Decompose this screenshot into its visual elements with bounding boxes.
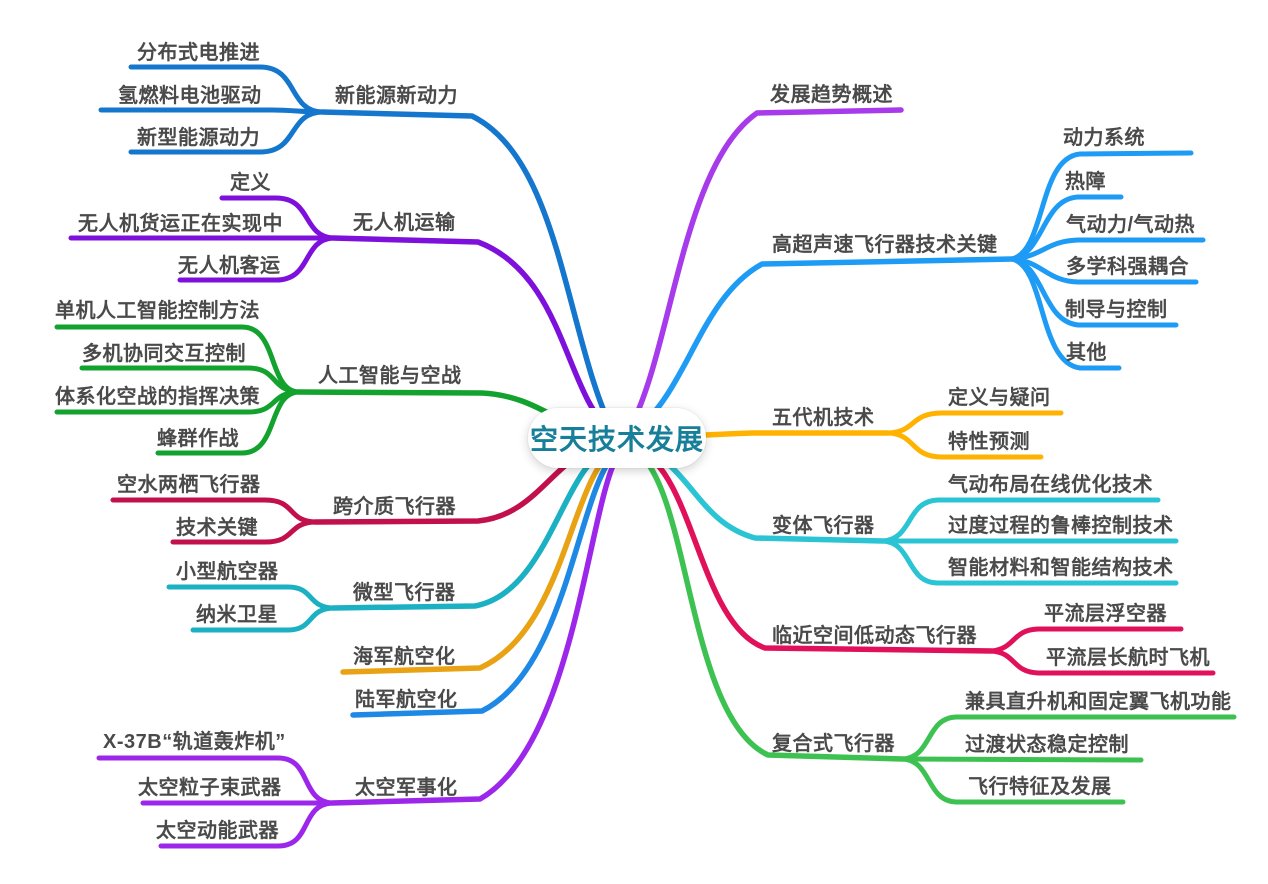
node-cross-medium-vehicle-child-1[interactable]: 技术关键 (176, 517, 258, 539)
node-compound-aircraft-child-2[interactable]: 飞行特征及发展 (968, 776, 1112, 798)
node-micro-aircraft-child-1[interactable]: 纳米卫星 (196, 604, 278, 626)
node-space-militarization-child-2[interactable]: 太空动能武器 (156, 820, 279, 842)
line-hypersonic-key-tech-child-5 (1009, 256, 1122, 371)
node-cross-medium-vehicle-child-0[interactable]: 空水两栖飞行器 (117, 474, 261, 496)
node-micro-aircraft[interactable]: 微型飞行器 (353, 582, 456, 604)
node-space-militarization[interactable]: 太空军事化 (355, 777, 458, 799)
node-compound-aircraft[interactable]: 复合式飞行器 (772, 733, 895, 755)
line-fifth-gen-fighter-child-0 (885, 410, 1064, 436)
node-army-aviation[interactable]: 陆军航空化 (355, 689, 458, 711)
line-new-energy-power (319, 109, 615, 433)
node-new-energy-power-child-2[interactable]: 新型能源动力 (137, 127, 260, 149)
node-new-energy-power-child-0[interactable]: 分布式电推进 (137, 42, 260, 64)
line-hypersonic-key-tech-child-0 (1009, 150, 1194, 262)
node-ai-air-combat-child-0[interactable]: 单机人工智能控制方法 (55, 300, 260, 322)
node-space-militarization-child-1[interactable]: 太空粒子束武器 (138, 777, 282, 799)
line-trend-overview (627, 107, 904, 431)
line-space-militarization-child-0 (96, 755, 335, 806)
root-node-label: 空天技术发展 (529, 424, 704, 455)
line-new-energy-power-child-1 (98, 107, 325, 115)
line-uav-transport-child-2 (177, 235, 336, 283)
node-trend-overview[interactable]: 发展趋势概述 (770, 84, 893, 106)
line-ai-air-combat-child-3 (155, 389, 301, 456)
node-fifth-gen-fighter[interactable]: 五代机技术 (772, 407, 875, 429)
line-uav-transport (330, 235, 615, 435)
line-compound-aircraft (635, 450, 906, 762)
node-uav-transport[interactable]: 无人机运输 (353, 212, 456, 234)
line-space-militarization-child-2 (158, 800, 335, 849)
line-army-aviation (350, 449, 619, 718)
node-morphing-aircraft-child-2[interactable]: 智能材料和智能结构技术 (948, 557, 1174, 579)
line-space-militarization (329, 452, 621, 806)
node-ai-air-combat-child-1[interactable]: 多机协同交互控制 (82, 343, 246, 365)
node-hypersonic-key-tech-child-1[interactable]: 热障 (1065, 171, 1106, 193)
node-uav-transport-child-2[interactable]: 无人机客运 (178, 255, 281, 277)
line-near-space-vehicle (637, 447, 995, 654)
node-space-militarization-child-0[interactable]: X-37B“轨道轰炸机” (103, 731, 286, 753)
line-fifth-gen-fighter-child-1 (885, 430, 1044, 460)
node-morphing-aircraft-child-0[interactable]: 气动布局在线优化技术 (948, 474, 1153, 496)
node-hypersonic-key-tech-child-3[interactable]: 多学科强耦合 (1066, 256, 1189, 278)
node-navy-aviation[interactable]: 海军航空化 (353, 646, 456, 668)
line-new-energy-power-child-2 (128, 109, 325, 155)
node-hypersonic-key-tech[interactable]: 高超声速飞行器技术关键 (772, 234, 998, 256)
node-near-space-vehicle[interactable]: 临近空间低动态飞行器 (772, 625, 977, 647)
node-cross-medium-vehicle[interactable]: 跨介质飞行器 (333, 496, 456, 518)
line-navy-aviation (340, 447, 617, 675)
node-new-energy-power[interactable]: 新能源新动力 (335, 85, 458, 107)
node-morphing-aircraft-child-1[interactable]: 过度过程的鲁棒控制技术 (948, 515, 1174, 537)
node-morphing-aircraft[interactable]: 变体飞行器 (772, 515, 875, 537)
line-hypersonic-key-tech-child-1 (1009, 194, 1124, 262)
line-morphing-aircraft-child-2 (880, 538, 1179, 586)
node-ai-air-combat[interactable]: 人工智能与空战 (318, 365, 462, 387)
node-uav-transport-child-1[interactable]: 无人机货运正在实现中 (78, 213, 283, 235)
node-compound-aircraft-child-0[interactable]: 兼具直升机和固定翼飞机功能 (965, 691, 1232, 713)
node-uav-transport-child-0[interactable]: 定义 (230, 172, 271, 194)
node-ai-air-combat-child-2[interactable]: 体系化空战的指挥决策 (55, 386, 260, 408)
node-fifth-gen-fighter-child-0[interactable]: 定义与疑问 (948, 387, 1051, 409)
node-near-space-vehicle-child-1[interactable]: 平流层长航时飞机 (1046, 647, 1210, 669)
node-hypersonic-key-tech-child-4[interactable]: 制导与控制 (1065, 299, 1168, 321)
node-ai-air-combat-child-3[interactable]: 蜂群作战 (157, 428, 239, 450)
root-node[interactable]: 空天技术发展 (528, 408, 706, 468)
line-near-space-vehicle-child-1 (989, 648, 1216, 676)
line-compound-aircraft-child-2 (900, 756, 1126, 805)
node-micro-aircraft-child-0[interactable]: 小型航空器 (176, 561, 279, 583)
line-cross-medium-vehicle-child-1 (170, 519, 318, 545)
node-fifth-gen-fighter-child-1[interactable]: 特性预测 (948, 431, 1030, 453)
node-hypersonic-key-tech-child-0[interactable]: 动力系统 (1063, 127, 1145, 149)
line-compound-aircraft-child-1 (900, 756, 1144, 763)
node-hypersonic-key-tech-child-2[interactable]: 气动力/气动热 (1066, 214, 1196, 236)
line-micro-aircraft-child-1 (190, 605, 336, 633)
node-compound-aircraft-child-1[interactable]: 过渡状态稳定控制 (965, 734, 1129, 756)
node-hypersonic-key-tech-child-5[interactable]: 其他 (1066, 342, 1107, 364)
node-near-space-vehicle-child-0[interactable]: 平流层浮空器 (1044, 603, 1167, 625)
line-near-space-vehicle-child-0 (989, 626, 1184, 654)
node-new-energy-power-child-1[interactable]: 氢燃料电池驱动 (118, 85, 262, 107)
